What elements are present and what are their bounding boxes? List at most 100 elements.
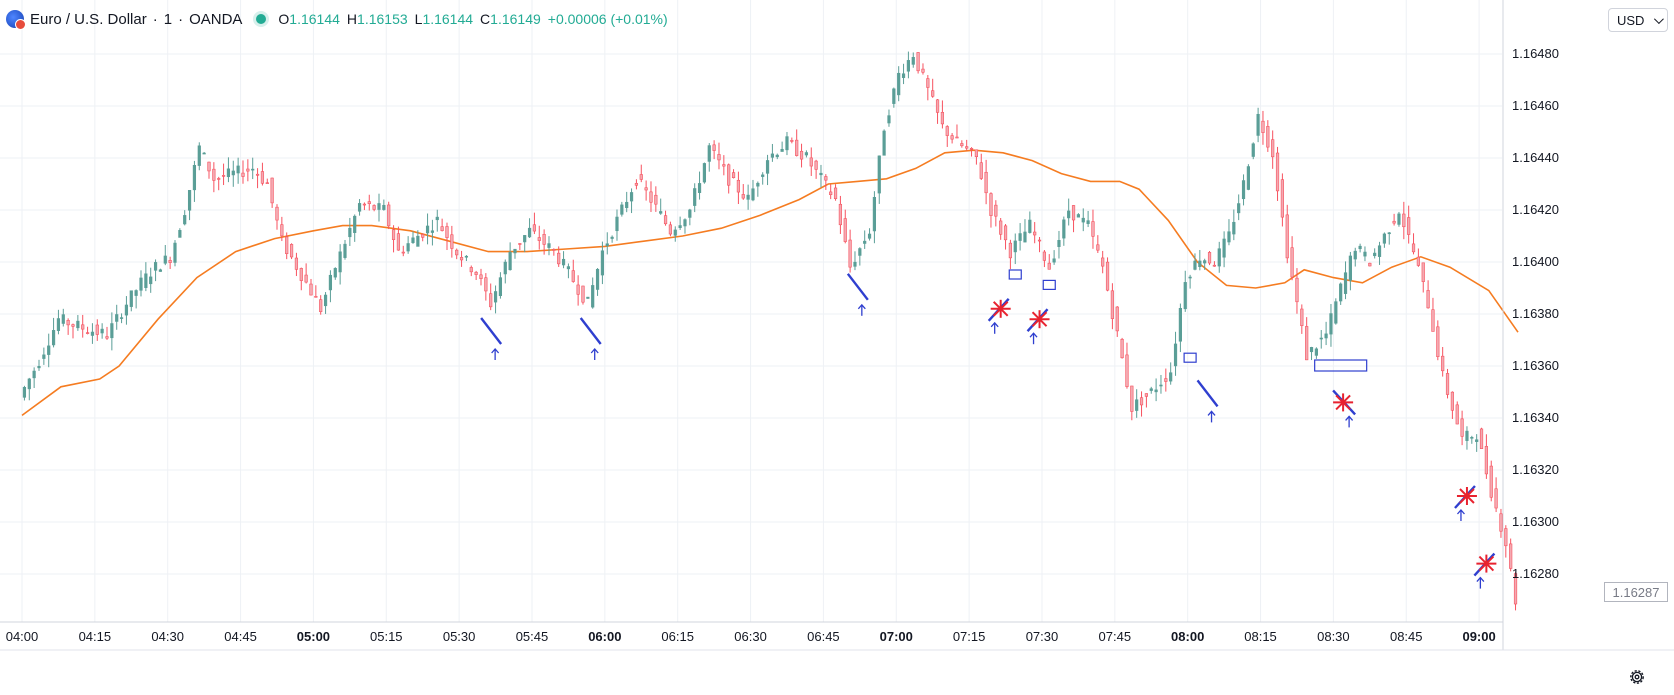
candle-body [328, 274, 333, 291]
market-status-dot-icon[interactable] [256, 14, 267, 24]
candle-body [1499, 513, 1503, 532]
candle [1207, 250, 1212, 266]
candle [362, 202, 367, 211]
candle-body [756, 182, 760, 187]
candle [1285, 204, 1289, 264]
candle [168, 256, 172, 269]
candle-body [591, 285, 595, 308]
candle-body [226, 168, 231, 178]
candle [425, 213, 430, 245]
candle-body [620, 204, 624, 215]
candle [1353, 247, 1357, 267]
symbol-name[interactable]: Euro / U.S. Dollar [30, 10, 147, 28]
candle [493, 285, 498, 314]
candle [518, 243, 522, 251]
candle [178, 228, 182, 238]
candle [270, 177, 274, 208]
candle-body [969, 148, 974, 150]
time-tick-label: 09:00 [1462, 629, 1495, 644]
candle-body [581, 285, 585, 303]
candle [280, 216, 284, 242]
candle-body [1416, 256, 1420, 266]
signal-marker-box [1183, 352, 1197, 363]
candle-body [804, 152, 809, 156]
candle [697, 171, 702, 200]
candle-body [484, 277, 488, 292]
candle [960, 140, 964, 148]
price-tick-label: 1.16420 [1512, 202, 1559, 217]
currency-dropdown[interactable]: USD [1608, 8, 1668, 32]
candle-body [47, 345, 51, 355]
candle-body [314, 296, 318, 298]
candle-body [1149, 388, 1153, 391]
candle [1203, 258, 1207, 270]
candle-body [829, 191, 833, 195]
candle-body [333, 268, 337, 278]
signal-markers-layer [480, 269, 1497, 589]
exchange-label[interactable]: OANDA [189, 10, 243, 28]
candle-body [1067, 210, 1071, 219]
candle-body [1232, 221, 1236, 235]
candle-body [192, 164, 197, 191]
candle-body [1183, 282, 1187, 310]
candle [416, 230, 420, 247]
candle-body [445, 226, 449, 238]
candle [853, 251, 857, 271]
signal-marker-cross-down [1332, 389, 1356, 428]
time-tick-label: 05:00 [297, 629, 330, 644]
time-tick-label: 07:30 [1026, 629, 1059, 644]
candle [1251, 142, 1255, 160]
candle-body [518, 243, 522, 245]
candle [241, 160, 245, 184]
candle [275, 204, 279, 230]
interval-label[interactable]: 1 [163, 10, 173, 28]
candle [387, 201, 391, 230]
candle-body [1445, 373, 1450, 395]
candle-body [872, 197, 877, 232]
candle [1266, 120, 1270, 152]
signal-slash-line [480, 317, 503, 345]
signal-marker-cross-up [1473, 552, 1497, 589]
candle [1261, 110, 1265, 145]
candle-body [1115, 306, 1119, 332]
candle-body [950, 135, 954, 140]
candle [226, 157, 231, 183]
chart-settings-button[interactable] [1626, 666, 1648, 688]
moving-average-layer [21, 149, 1519, 417]
candle [994, 200, 998, 227]
candle-body [1037, 239, 1042, 242]
candle-body [858, 248, 862, 256]
candle [372, 204, 376, 212]
candle-body [1275, 152, 1280, 192]
candle [746, 184, 750, 210]
candle [289, 243, 294, 260]
candle [1028, 211, 1032, 234]
eur-usd-flag-icon[interactable] [6, 10, 26, 30]
candle [741, 184, 745, 200]
candle [163, 245, 167, 266]
candle-body [144, 273, 148, 288]
candle [702, 162, 707, 184]
candle [872, 191, 877, 244]
candle [1169, 362, 1173, 385]
candle-body [1489, 465, 1493, 498]
candle [863, 230, 867, 249]
candle [668, 221, 673, 237]
candle-body [683, 219, 687, 227]
candle [979, 153, 983, 180]
up-arrow-head [590, 348, 599, 354]
candle [309, 278, 313, 296]
candle [1212, 261, 1216, 267]
candle-body [236, 165, 240, 174]
candle [76, 315, 80, 331]
candle [221, 163, 226, 186]
candle-body [1261, 120, 1265, 133]
candle [600, 241, 605, 285]
candle [1246, 164, 1250, 191]
candle [134, 289, 138, 309]
candle-body [1212, 264, 1216, 267]
candle [333, 267, 337, 280]
chevron-down-icon [1653, 13, 1664, 24]
